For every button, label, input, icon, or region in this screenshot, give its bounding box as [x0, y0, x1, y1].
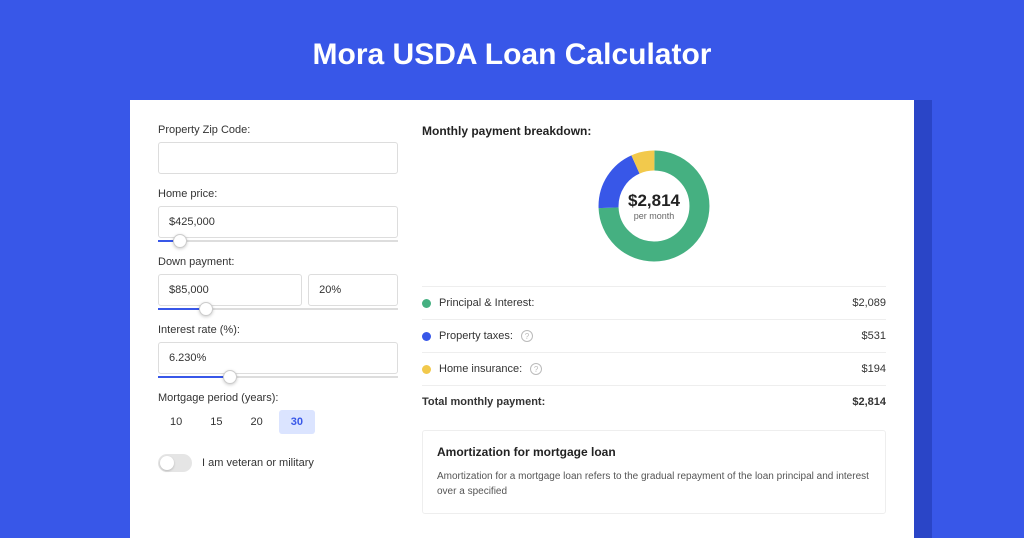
breakdown-line-label: Property taxes: — [439, 330, 513, 342]
slider-thumb-icon[interactable] — [223, 370, 237, 384]
interest-rate-label: Interest rate (%): — [158, 324, 398, 336]
veteran-label: I am veteran or military — [202, 457, 314, 469]
period-tab-15[interactable]: 15 — [198, 410, 234, 434]
breakdown-line-label: Home insurance: — [439, 363, 522, 375]
period-tab-30[interactable]: 30 — [279, 410, 315, 434]
toggle-knob-icon — [160, 456, 174, 470]
legend-dot-icon — [422, 299, 431, 308]
home-price-input[interactable] — [158, 206, 398, 238]
down-payment-label: Down payment: — [158, 256, 398, 268]
period-tab-20[interactable]: 20 — [239, 410, 275, 434]
inputs-column: Property Zip Code: Home price: Down paym… — [158, 124, 398, 514]
down-payment-slider[interactable] — [158, 308, 398, 310]
mortgage-period-tabs: 10152030 — [158, 410, 398, 434]
zip-label: Property Zip Code: — [158, 124, 398, 136]
info-icon[interactable]: ? — [521, 330, 533, 342]
breakdown-title: Monthly payment breakdown: — [422, 124, 886, 138]
breakdown-line-label: Principal & Interest: — [439, 297, 534, 309]
legend-dot-icon — [422, 332, 431, 341]
breakdown-line-value: $194 — [862, 363, 886, 375]
home-price-slider[interactable] — [158, 240, 398, 242]
breakdown-column: Monthly payment breakdown: $2,814 per mo… — [422, 124, 886, 514]
amortization-card: Amortization for mortgage loan Amortizat… — [422, 430, 886, 514]
total-label: Total monthly payment: — [422, 396, 545, 408]
veteran-toggle[interactable] — [158, 454, 192, 472]
donut-center-value: $2,814 — [628, 191, 680, 211]
legend-dot-icon — [422, 365, 431, 374]
breakdown-row: Principal & Interest: $2,089 — [422, 286, 886, 319]
zip-input[interactable] — [158, 142, 398, 174]
donut-center-sub: per month — [634, 211, 675, 221]
down-payment-input[interactable] — [158, 274, 302, 306]
down-payment-pct-input[interactable] — [308, 274, 398, 306]
amortization-text: Amortization for a mortgage loan refers … — [437, 469, 871, 499]
page-title: Mora USDA Loan Calculator — [0, 0, 1024, 100]
info-icon[interactable]: ? — [530, 363, 542, 375]
breakdown-line-value: $2,089 — [852, 297, 886, 309]
amortization-title: Amortization for mortgage loan — [437, 445, 871, 459]
calculator-card: Property Zip Code: Home price: Down paym… — [130, 100, 914, 538]
breakdown-row: Home insurance:? $194 — [422, 352, 886, 385]
breakdown-line-value: $531 — [862, 330, 886, 342]
total-value: $2,814 — [852, 396, 886, 408]
period-tab-10[interactable]: 10 — [158, 410, 194, 434]
home-price-label: Home price: — [158, 188, 398, 200]
slider-thumb-icon[interactable] — [173, 234, 187, 248]
interest-rate-slider[interactable] — [158, 376, 398, 378]
mortgage-period-label: Mortgage period (years): — [158, 392, 398, 404]
breakdown-row: Property taxes:? $531 — [422, 319, 886, 352]
slider-thumb-icon[interactable] — [199, 302, 213, 316]
interest-rate-input[interactable] — [158, 342, 398, 374]
total-payment-row: Total monthly payment: $2,814 — [422, 385, 886, 418]
payment-donut-chart: $2,814 per month — [594, 146, 714, 266]
